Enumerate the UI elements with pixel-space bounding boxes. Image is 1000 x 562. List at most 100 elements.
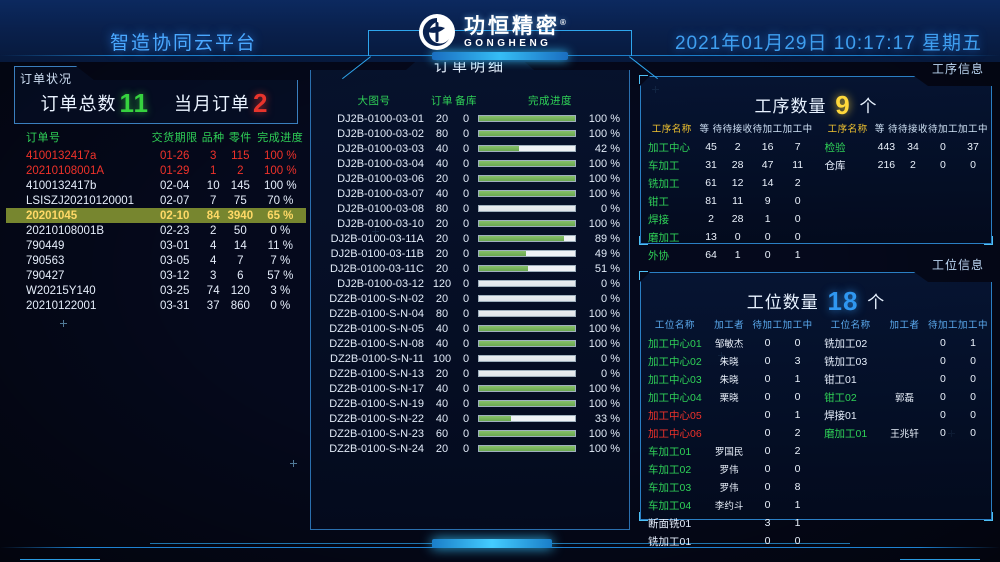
process-cell-pending: 16 [761,141,774,153]
detail-cell-percent: 89 % [594,232,620,245]
station-cell-pending-2: 0 [940,409,946,421]
table-row[interactable]: DJ2B-0100-03-06 20 0 100 % [318,171,622,186]
detail-cell-percent: 100 % [588,337,620,350]
table-row[interactable]: DZ2B-0100-S-N-24 20 0 100 % [318,441,622,456]
table-row[interactable]: DJ2B-0100-03-12 120 0 0 % [318,276,622,291]
table-row[interactable]: 车加工02 罗伟 0 0 [644,460,988,478]
col-worker: 加工者 [714,320,745,331]
progress-bar [478,205,576,212]
order-cell-progress: 11 % [267,239,293,252]
table-row[interactable]: DJ2B-0100-03-11A 20 0 89 % [318,231,622,246]
table-row[interactable]: 加工中心05 0 1 焊接01 0 0 [644,406,988,424]
process-cell-receive: 12 [731,177,744,189]
detail-cell-order: 20 [435,247,449,260]
table-row[interactable]: 断面铣01 3 1 [644,514,988,532]
table-row[interactable]: DZ2B-0100-S-N-02 20 0 0 % [318,291,622,306]
order-cell-progress: 100 % [264,179,297,192]
table-row[interactable]: 20201045 02-10 84 3940 65 % [6,208,306,223]
table-row[interactable]: DZ2B-0100-S-N-11 100 0 0 % [318,351,622,366]
detail-cell-progress-bar [478,186,582,201]
table-row[interactable]: 加工中心06 0 2 磨加工01 王兆轩 0 0 [644,424,988,442]
table-row[interactable]: 加工中心01 邹敏杰 0 0 铣加工02 0 1 [644,334,988,352]
table-row[interactable]: 车加工 31 28 47 11 仓库 216 2 0 0 [644,156,988,174]
detail-cell-percent: 100 % [588,217,620,230]
table-row[interactable]: DZ2B-0100-S-N-08 40 0 100 % [318,336,622,351]
detail-cell-order: 20 [435,292,449,305]
table-row[interactable]: DZ2B-0100-S-N-22 40 0 33 % [318,411,622,426]
table-row[interactable]: DZ2B-0100-S-N-13 20 0 0 % [318,366,622,381]
order-month-value: 2 [253,88,269,118]
table-row[interactable]: 790449 03-01 4 14 11 % [6,238,306,253]
table-row[interactable]: 钳工 81 11 9 0 [644,192,988,210]
corner-decor [639,512,648,521]
order-cell-kinds: 10 [206,179,220,192]
process-info-table[interactable]: 工序名称 等 待 待接收 待加工 加工中 工序名称 等 待 待接收 待加工 加工… [644,120,988,264]
table-row[interactable]: DJ2B-0100-03-03 40 0 42 % [318,141,622,156]
detail-cell-stock: 0 [462,187,470,200]
table-row[interactable]: 加工中心03 朱晓 0 1 钳工01 0 0 [644,370,988,388]
table-row[interactable]: DJ2B-0100-03-04 40 0 100 % [318,156,622,171]
table-row[interactable]: 加工中心02 朱晓 0 3 铣加工03 0 0 [644,352,988,370]
table-row[interactable]: 790427 03-12 3 6 57 % [6,268,306,283]
station-cell-doing: 2 [794,427,801,439]
table-row[interactable]: DJ2B-0100-03-11C 20 0 51 % [318,261,622,276]
progress-bar-fill [479,401,575,406]
station-cell-pending-2: 0 [940,373,946,385]
table-row[interactable]: DJ2B-0100-03-07 40 0 100 % [318,186,622,201]
table-row[interactable]: DZ2B-0100-S-N-19 40 0 100 % [318,396,622,411]
detail-cell-stock: 0 [462,142,470,155]
table-row[interactable]: 790563 03-05 4 7 7 % [6,253,306,268]
table-row[interactable]: DJ2B-0100-03-10 20 0 100 % [318,216,622,231]
table-row[interactable]: 焊接 2 28 1 0 [644,210,988,228]
station-info-table[interactable]: 工位名称 加工者 待加工 加工中 工位名称 加工者 待加工 加工中 加工中心01… [644,316,988,550]
table-row[interactable]: 加工中心 45 2 16 7 检验 443 34 0 37 [644,138,988,156]
station-cell-doing-2 [958,514,988,532]
table-row[interactable]: 铣加工 61 12 14 2 [644,174,988,192]
table-row[interactable]: LSISZJ20210120001 02-07 7 75 70 % [6,193,306,208]
table-row[interactable]: 车加工01 罗国民 0 2 [644,442,988,460]
table-row[interactable]: DZ2B-0100-S-N-04 80 0 100 % [318,306,622,321]
table-row[interactable]: 4100132417a 01-26 3 115 100 % [6,148,306,163]
process-cell-name: 钳工 [648,195,669,208]
table-row[interactable]: 20210108001B 02-23 2 50 0 % [6,223,306,238]
station-cell-pending-2 [928,460,958,478]
table-row[interactable]: DJ2B-0100-03-08 80 0 0 % [318,201,622,216]
col-to-receive: 待接收 [722,124,753,135]
table-row[interactable]: DJ2B-0100-03-02 80 0 100 % [318,126,622,141]
process-cell-name: 铣加工 [648,177,680,190]
station-cell-worker-2 [881,442,928,460]
table-row[interactable]: 外协 64 1 0 1 [644,246,988,264]
table-row[interactable]: 加工中心04 栗晓 0 0 钳工02 郭磊 0 0 [644,388,988,406]
order-cell-due: 02-04 [159,179,190,192]
cell-spacer [813,192,821,210]
detail-cell-drawing: DJ2B-0100-03-12 [337,277,424,290]
detail-cell-percent: 0 % [601,277,620,290]
table-row[interactable]: 20210122001 03-31 37 860 0 % [6,298,306,313]
table-row[interactable]: DZ2B-0100-S-N-17 40 0 100 % [318,381,622,396]
table-row[interactable]: DJ2B-0100-03-01 20 0 100 % [318,111,622,126]
col-process-name-2: 工序名称 [827,124,868,135]
table-row[interactable]: DJ2B-0100-03-11B 20 0 49 % [318,246,622,261]
order-cell-no: W20215Y140 [26,284,96,297]
order-status-table[interactable]: 订单号 交货期限 品种 零件 完成进度 4100132417a 01-26 3 115… [6,128,306,318]
table-row[interactable]: DZ2B-0100-S-N-05 40 0 100 % [318,321,622,336]
dashboard-header: 智造协同云平台 功恒精密® GONGHENG 2021年01月29日 10:17… [0,0,1000,62]
table-row[interactable]: 车加工03 罗伟 0 8 [644,478,988,496]
table-row[interactable]: 铣加工01 0 0 [644,532,988,550]
detail-cell-percent: 100 % [588,172,620,185]
table-row[interactable]: 4100132417b 02-04 10 145 100 % [6,178,306,193]
table-row[interactable]: W20215Y140 03-25 74 120 3 % [6,283,306,298]
order-cell-no: 790563 [26,254,65,267]
progress-bar [478,400,576,407]
table-row[interactable]: 20210108001A 01-29 1 2 100 % [6,163,306,178]
progress-bar [478,190,576,197]
order-cell-kinds: 84 [206,209,220,222]
table-row[interactable]: DZ2B-0100-S-N-23 60 0 100 % [318,426,622,441]
footer-wing-right [900,559,980,560]
table-row[interactable]: 车加工04 李约斗 0 1 [644,496,988,514]
process-cell-doing-2 [958,192,988,210]
table-row[interactable]: 磨加工 13 0 0 0 [644,228,988,246]
col-station-pending-2: 待加工 [927,320,958,331]
detail-cell-stock: 0 [462,442,470,455]
order-detail-table[interactable]: 大图号 订单 备库 完成进度 DJ2B-0100-03-01 20 0 100 % DJ… [318,92,622,456]
